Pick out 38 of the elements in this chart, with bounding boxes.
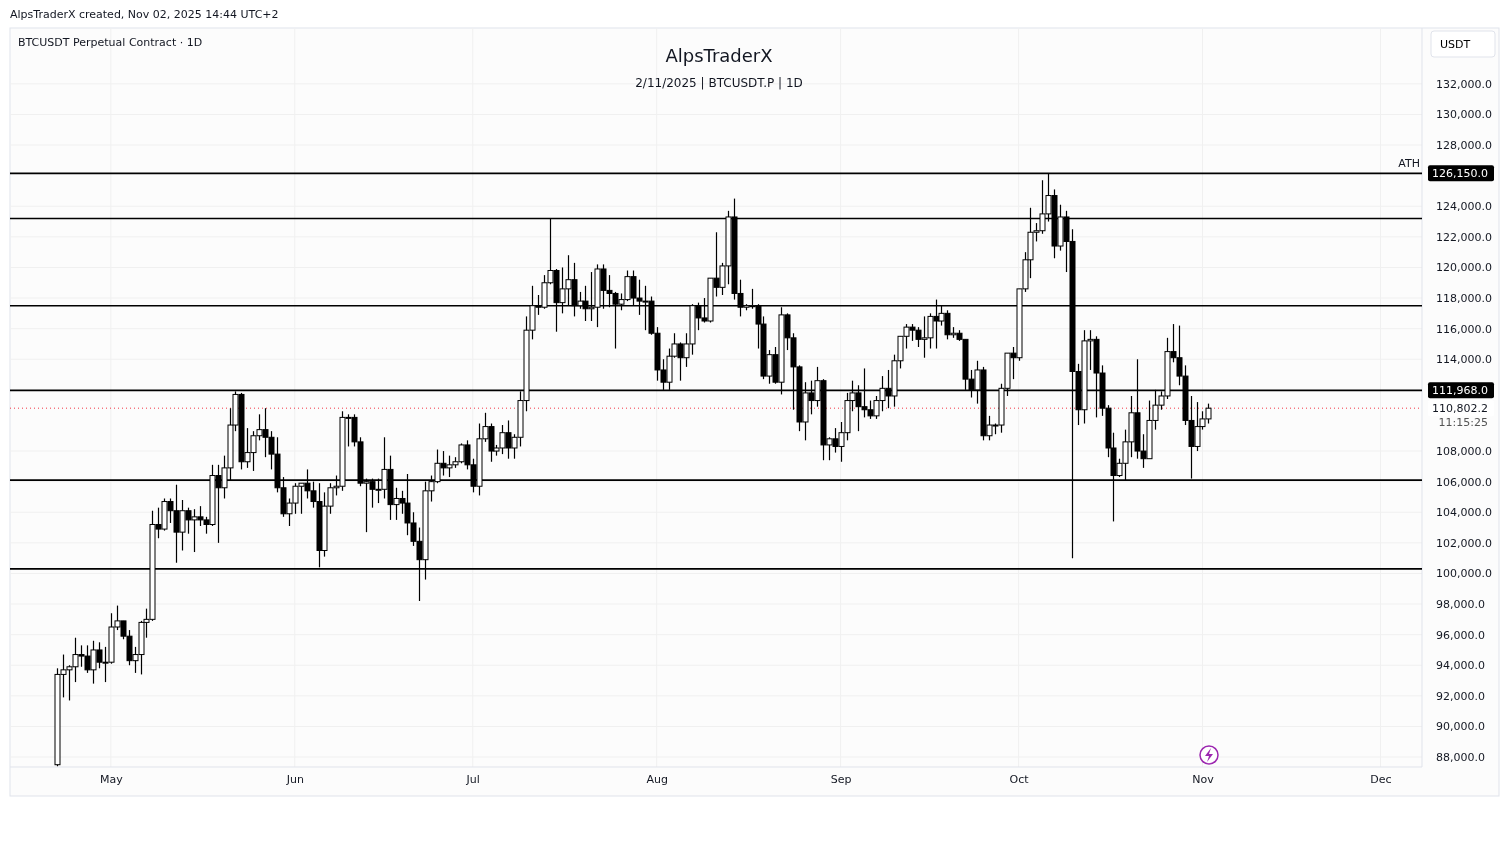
y-tick-label: 92,000.0 bbox=[1436, 689, 1485, 703]
y-tick-label: 128,000.0 bbox=[1436, 139, 1492, 153]
y-tick-label: 88,000.0 bbox=[1436, 751, 1485, 765]
y-tick-label: 116,000.0 bbox=[1436, 322, 1492, 336]
y-tick-label: 122,000.0 bbox=[1436, 230, 1492, 244]
x-tick-label: Sep bbox=[830, 772, 852, 786]
y-tick-label: 96,000.0 bbox=[1436, 628, 1485, 642]
y-tick-label: 130,000.0 bbox=[1436, 108, 1492, 122]
ref-line-label: 126,150.0 bbox=[1432, 167, 1488, 181]
y-tick-label: 106,000.0 bbox=[1436, 475, 1492, 489]
y-tick-label: 100,000.0 bbox=[1436, 567, 1492, 581]
x-tick-label: Oct bbox=[1009, 772, 1030, 786]
annotation: ATH bbox=[1398, 157, 1420, 171]
text: AlpsTraderX created, Nov 02, 2025 14:44 UTC+2 bbox=[10, 8, 279, 21]
x-tick-label: May bbox=[99, 772, 124, 786]
y-tick-label: 98,000.0 bbox=[1436, 598, 1485, 612]
annotation: BTCUSDT Perpetual Contract · 1D bbox=[18, 36, 203, 49]
y-tick-label: 114,000.0 bbox=[1436, 353, 1492, 367]
y-tick-label: 104,000.0 bbox=[1436, 506, 1492, 520]
y-tick-label: 120,000.0 bbox=[1436, 261, 1492, 275]
y-tick-label: 94,000.0 bbox=[1436, 659, 1485, 673]
text: AlpsTraderX bbox=[665, 45, 773, 66]
text: 2/11/2025 | BTCUSDT.P | 1D bbox=[635, 76, 803, 90]
x-tick-label: Nov bbox=[1192, 772, 1215, 786]
y-tick-label: 90,000.0 bbox=[1436, 720, 1485, 734]
y-tick-label: 118,000.0 bbox=[1436, 292, 1492, 306]
ref-line-label: 110,802.2 bbox=[1432, 402, 1488, 416]
ref-line-label: 111,968.0 bbox=[1432, 384, 1488, 398]
x-tick-label: Aug bbox=[646, 772, 668, 786]
y-axis-title: USDT bbox=[1440, 38, 1471, 51]
text: 11:15:25 bbox=[1438, 416, 1488, 430]
y-tick-label: 124,000.0 bbox=[1436, 200, 1492, 214]
x-tick-label: Dec bbox=[1370, 772, 1392, 786]
y-tick-label: 132,000.0 bbox=[1436, 77, 1492, 91]
x-tick-label: Jul bbox=[465, 772, 480, 786]
y-tick-label: 102,000.0 bbox=[1436, 536, 1492, 550]
x-tick-label: Jun bbox=[285, 772, 304, 786]
y-tick-label: 108,000.0 bbox=[1436, 445, 1492, 459]
